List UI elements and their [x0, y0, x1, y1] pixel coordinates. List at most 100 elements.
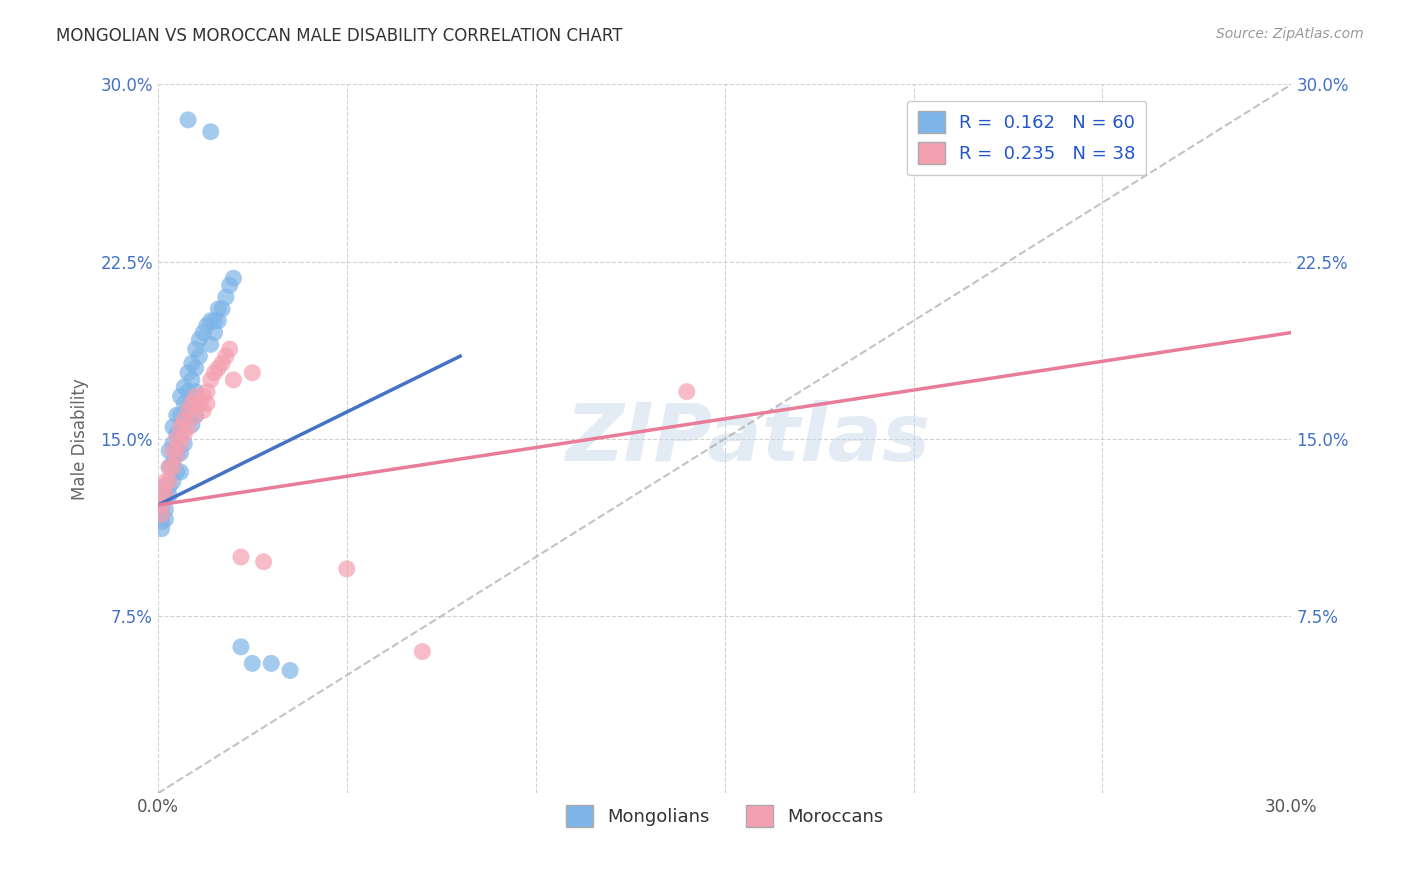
- Point: [150, 508, 173, 522]
- Point: [211, 356, 233, 370]
- Point: [180, 417, 202, 432]
- Point: [229, 549, 252, 564]
- Point: [169, 436, 191, 450]
- Point: [166, 446, 188, 460]
- Point: [157, 479, 180, 493]
- Point: [180, 356, 202, 370]
- Point: [166, 409, 188, 423]
- Point: [180, 396, 202, 410]
- Point: [155, 503, 177, 517]
- Point: [177, 403, 200, 417]
- Point: [411, 644, 433, 658]
- Point: [162, 436, 184, 450]
- Point: [204, 366, 226, 380]
- Point: [173, 415, 195, 429]
- Point: [169, 465, 191, 479]
- Point: [193, 403, 215, 417]
- Point: [204, 314, 226, 328]
- Point: [173, 380, 195, 394]
- Point: [162, 456, 184, 470]
- Point: [166, 465, 188, 479]
- Point: [162, 475, 184, 489]
- Point: [169, 389, 191, 403]
- Y-axis label: Male Disability: Male Disability: [72, 378, 89, 500]
- Point: [166, 449, 188, 463]
- Point: [169, 446, 191, 460]
- Point: [150, 515, 173, 529]
- Point: [195, 396, 218, 410]
- Point: [218, 342, 240, 356]
- Point: [188, 396, 211, 410]
- Point: [150, 498, 173, 512]
- Point: [222, 271, 245, 285]
- Point: [200, 373, 222, 387]
- Point: [157, 489, 180, 503]
- Point: [184, 342, 207, 356]
- Point: [200, 125, 222, 139]
- Point: [215, 349, 238, 363]
- Point: [155, 491, 177, 505]
- Point: [207, 314, 229, 328]
- Point: [215, 290, 238, 304]
- Point: [177, 366, 200, 380]
- Point: [150, 503, 173, 517]
- Point: [195, 384, 218, 399]
- Point: [229, 640, 252, 654]
- Legend: Mongolians, Moroccans: Mongolians, Moroccans: [558, 797, 891, 834]
- Point: [166, 432, 188, 446]
- Point: [260, 657, 283, 671]
- Point: [177, 403, 200, 417]
- Point: [222, 373, 245, 387]
- Point: [240, 366, 263, 380]
- Point: [162, 443, 184, 458]
- Point: [166, 427, 188, 442]
- Point: [169, 427, 191, 442]
- Point: [278, 664, 301, 678]
- Point: [184, 409, 207, 423]
- Point: [218, 278, 240, 293]
- Point: [200, 314, 222, 328]
- Point: [173, 427, 195, 442]
- Point: [169, 420, 191, 434]
- Point: [173, 413, 195, 427]
- Point: [184, 384, 207, 399]
- Point: [336, 562, 359, 576]
- Point: [155, 479, 177, 493]
- Point: [675, 384, 697, 399]
- Point: [177, 384, 200, 399]
- Point: [184, 361, 207, 376]
- Point: [207, 361, 229, 376]
- Point: [188, 349, 211, 363]
- Point: [195, 318, 218, 333]
- Point: [200, 337, 222, 351]
- Point: [184, 409, 207, 423]
- Point: [177, 420, 200, 434]
- Point: [155, 489, 177, 503]
- Point: [150, 483, 173, 498]
- Point: [157, 460, 180, 475]
- Point: [150, 522, 173, 536]
- Point: [162, 420, 184, 434]
- Text: ZIPatlas: ZIPatlas: [565, 400, 929, 478]
- Point: [157, 443, 180, 458]
- Point: [173, 396, 195, 410]
- Point: [169, 409, 191, 423]
- Point: [180, 373, 202, 387]
- Point: [157, 475, 180, 489]
- Point: [184, 389, 207, 403]
- Point: [240, 657, 263, 671]
- Point: [193, 326, 215, 340]
- Text: Source: ZipAtlas.com: Source: ZipAtlas.com: [1216, 27, 1364, 41]
- Point: [180, 396, 202, 410]
- Point: [155, 512, 177, 526]
- Point: [150, 508, 173, 522]
- Point: [207, 301, 229, 316]
- Point: [155, 475, 177, 489]
- Point: [173, 436, 195, 450]
- Point: [157, 460, 180, 475]
- Point: [211, 301, 233, 316]
- Point: [177, 112, 200, 127]
- Point: [204, 326, 226, 340]
- Point: [253, 555, 276, 569]
- Point: [162, 460, 184, 475]
